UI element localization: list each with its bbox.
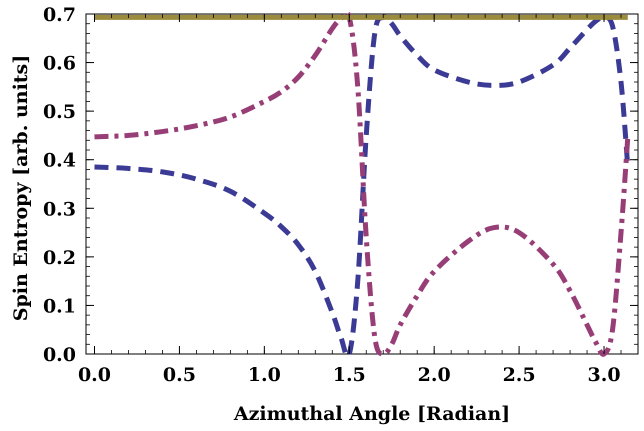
ticks-layer	[86, 13, 638, 355]
y-tick-label: 0.1	[43, 295, 76, 317]
x-tick-label: 1.0	[248, 364, 281, 386]
series-layer	[94, 9, 631, 359]
labels-layer: 0.0 0.5 1.0 1.5 2.0 2.5 3.0 0.0 0.1 0.2 0.3 0.4 0.5 0…	[43, 4, 621, 386]
x-tick-label: 2.5	[503, 364, 536, 386]
x-tick-label: 0.5	[163, 364, 196, 386]
y-tick-label: 0.4	[43, 150, 76, 172]
x-tick-label: 2.0	[418, 364, 451, 386]
y-tick-label: 0.7	[43, 4, 76, 26]
y-tick-label: 0.0	[43, 344, 76, 366]
series-line-1	[94, 14, 631, 359]
series-line-2	[94, 9, 631, 357]
x-tick-label: 3.0	[587, 364, 620, 386]
x-axis-title: Azimuthal Angle [Radian]	[233, 403, 510, 425]
y-axis-title: Spin Entropy [arb. units]	[10, 55, 32, 321]
y-tick-label: 0.6	[43, 53, 76, 75]
x-tick-label: 1.5	[333, 364, 366, 386]
x-tick-label: 0.0	[78, 364, 111, 386]
y-tick-label: 0.5	[43, 101, 76, 123]
plot-area	[85, 13, 639, 355]
y-tick-label: 0.2	[43, 247, 76, 269]
plot-frame	[85, 13, 639, 355]
y-tick-label: 0.3	[43, 198, 76, 220]
